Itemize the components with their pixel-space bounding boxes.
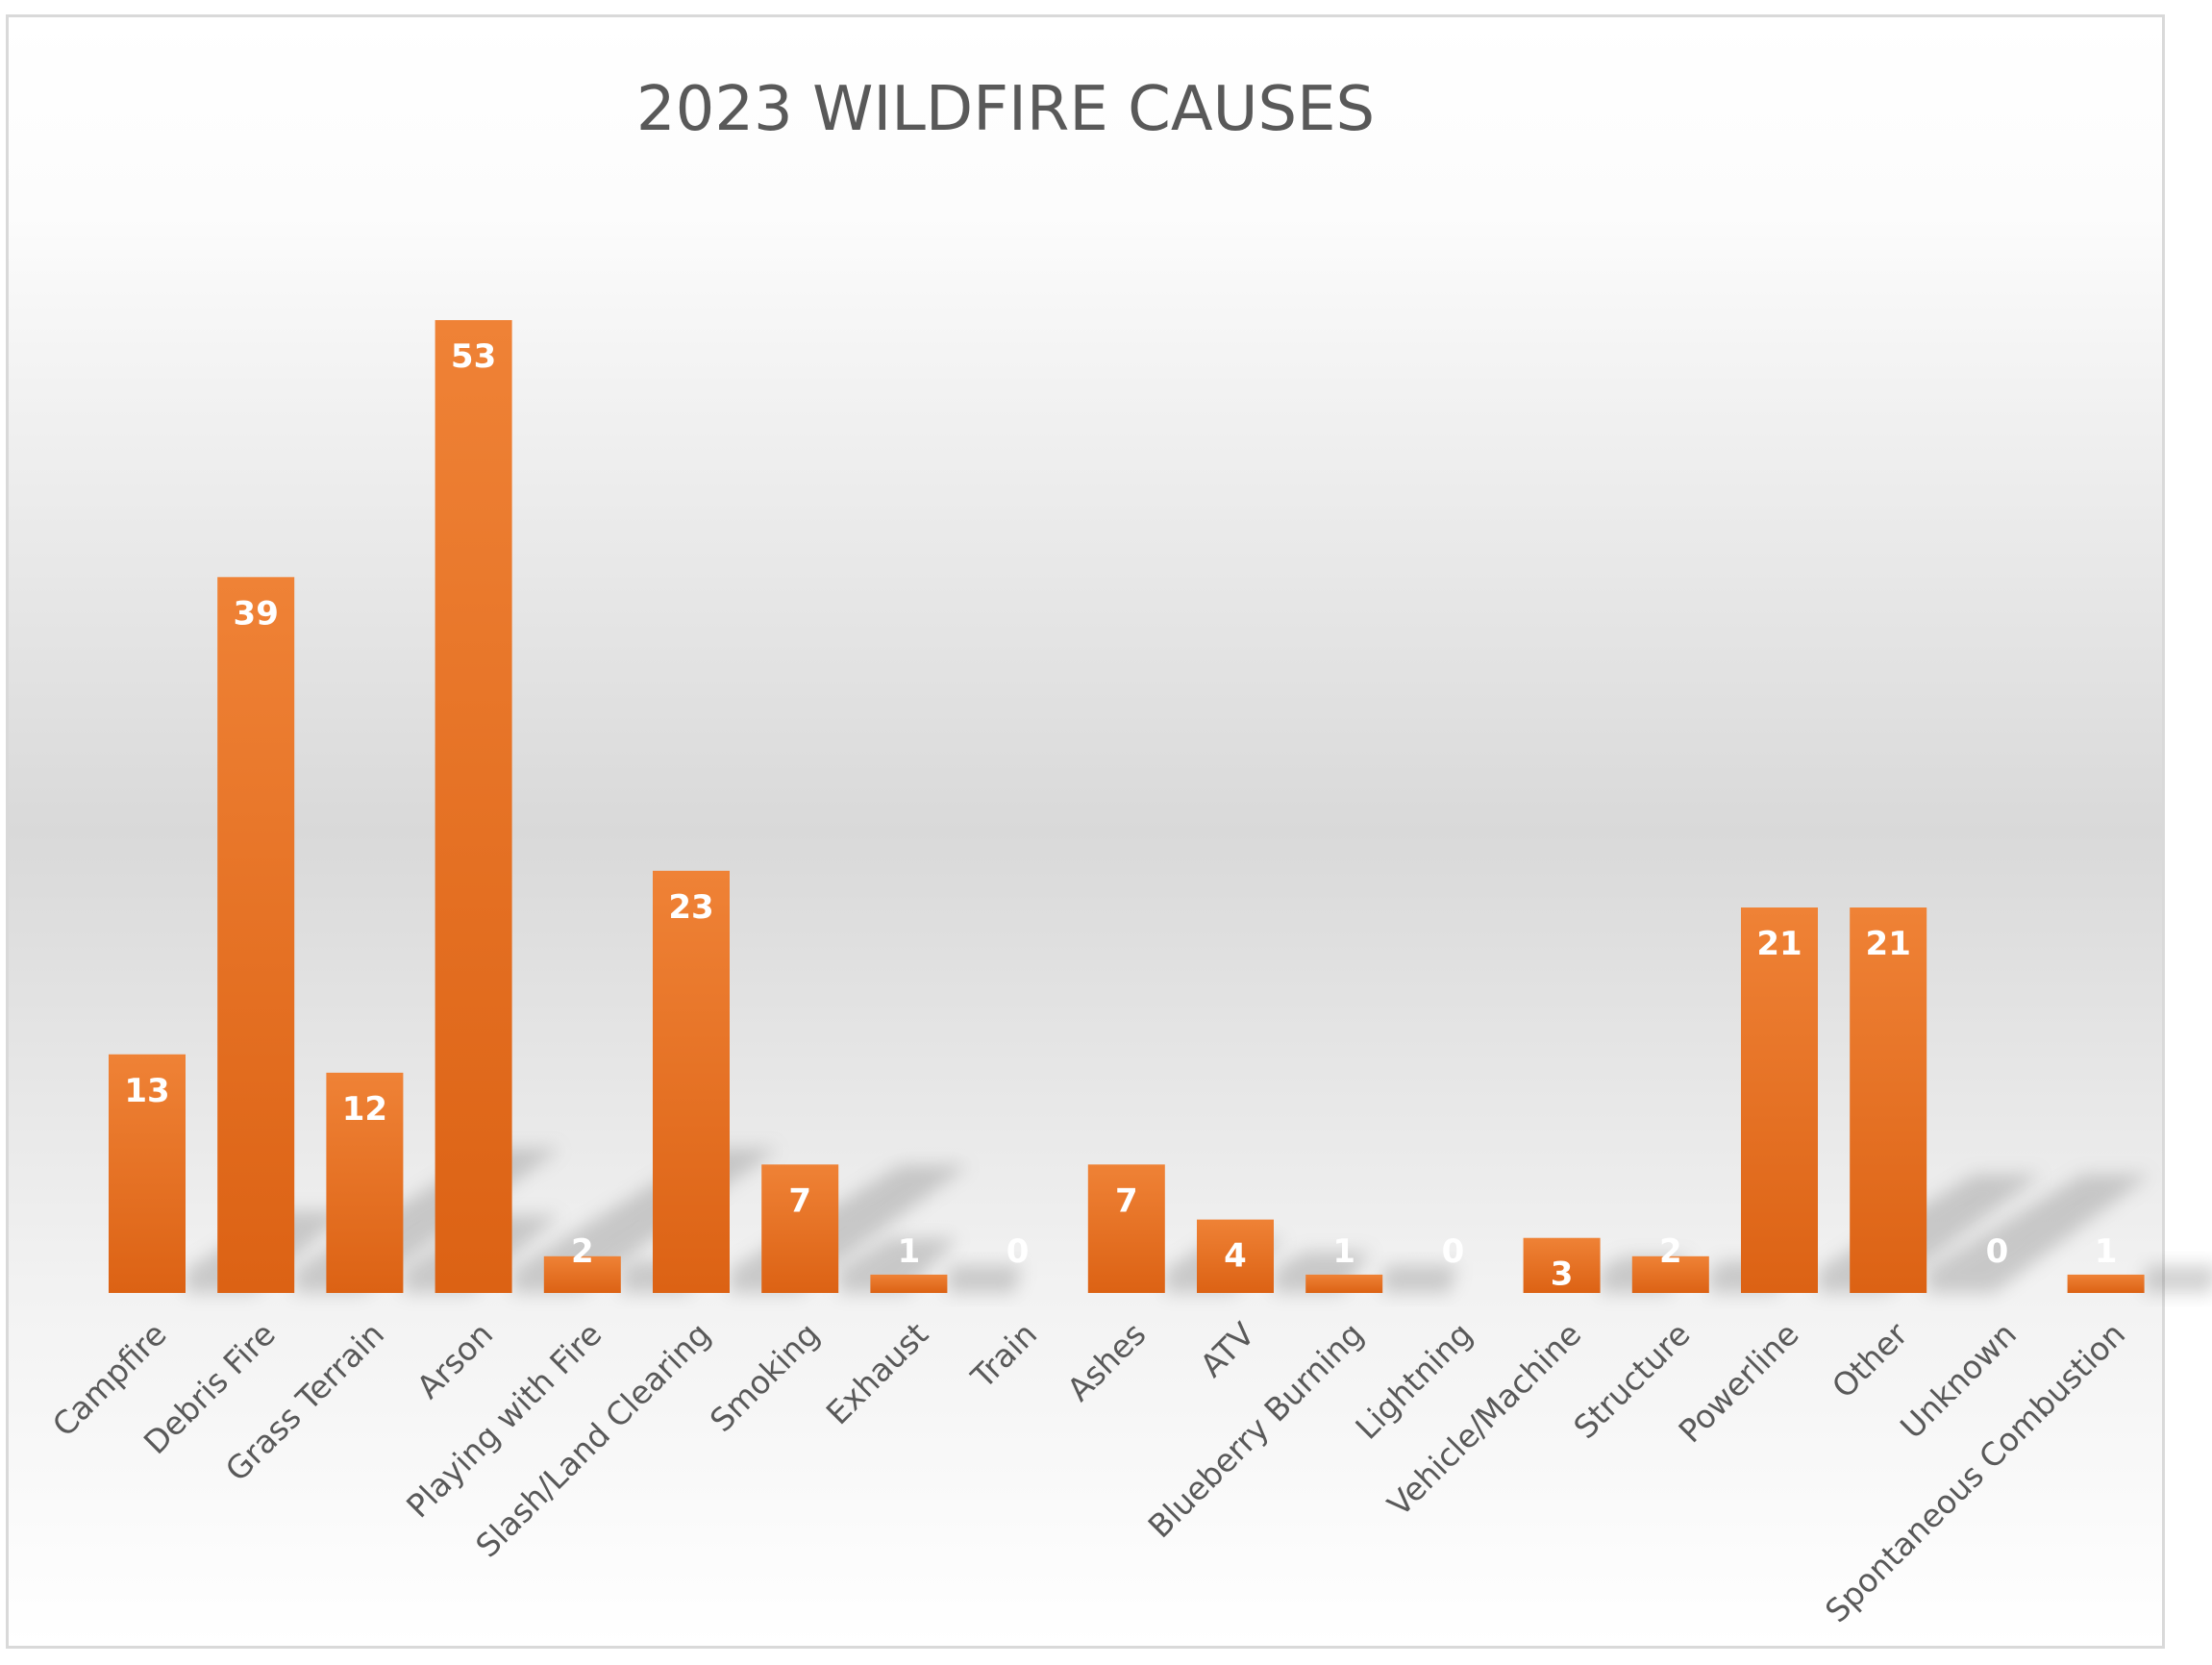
data-label-campfire: 13	[124, 1072, 169, 1110]
bar-arson	[435, 320, 512, 1293]
data-label-debris-fire: 39	[234, 594, 279, 633]
data-label-powerline: 21	[1756, 925, 1802, 963]
chart-frame	[6, 14, 2165, 1649]
bar-shadow-exhaust	[947, 1265, 1023, 1293]
bar-shadow-smoking	[838, 1237, 958, 1293]
bar-vehicle-machine	[1523, 1237, 1601, 1293]
plot-background	[9, 17, 2162, 1646]
bar-smoking	[761, 1164, 839, 1293]
bar-playing-with-fire	[543, 1255, 621, 1293]
bar-exhaust	[870, 1274, 948, 1293]
bar-powerline	[1741, 907, 1818, 1293]
bar-shadow-other	[1926, 1174, 2150, 1293]
data-label-smoking: 7	[788, 1181, 811, 1220]
bar-ashes	[1087, 1164, 1165, 1293]
data-label-exhaust: 1	[898, 1232, 921, 1271]
bar-campfire	[109, 1054, 186, 1293]
bar-debris-fire	[217, 577, 295, 1293]
bar-grass-terrain	[326, 1072, 404, 1293]
data-label-other: 21	[1866, 925, 1911, 963]
bar-shadow-blueberry-burning	[1382, 1265, 1457, 1293]
data-label-structure: 2	[1659, 1232, 1682, 1271]
bar-other	[1850, 907, 1927, 1293]
bar-atv	[1197, 1219, 1274, 1293]
data-label-playing-with-fire: 2	[571, 1232, 594, 1271]
data-label-grass-terrain: 12	[342, 1090, 387, 1129]
data-label-spontaneous-combustion: 1	[2095, 1232, 2118, 1271]
data-label-blueberry-burning: 1	[1332, 1232, 1355, 1271]
data-label-slash-land-clearing: 23	[668, 888, 713, 927]
bar-spontaneous-combustion	[2067, 1274, 2145, 1293]
bars	[109, 320, 2145, 1293]
chart-title: 2023 WILDFIRE CAUSES	[636, 74, 1375, 145]
bar-structure	[1631, 1255, 1709, 1293]
bar-blueberry-burning	[1305, 1274, 1383, 1293]
data-label-train: 0	[1007, 1232, 1030, 1271]
data-label-lightning: 0	[1442, 1232, 1465, 1271]
bar-shadow-spontaneous-combustion	[2144, 1265, 2212, 1293]
data-label-vehicle-machine: 3	[1551, 1255, 1574, 1294]
data-label-arson: 53	[451, 337, 496, 376]
bar-slash-land-clearing	[653, 870, 730, 1293]
data-label-ashes: 7	[1115, 1181, 1138, 1220]
data-label-atv: 4	[1224, 1237, 1247, 1276]
data-label-unknown: 0	[1986, 1232, 2009, 1271]
